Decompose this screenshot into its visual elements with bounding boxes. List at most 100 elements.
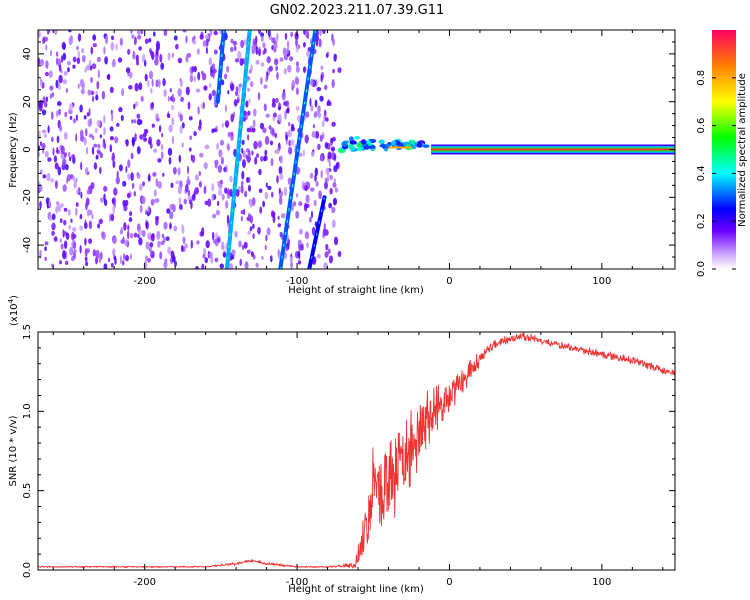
noise-speckle <box>309 216 312 223</box>
noise-speckle <box>63 131 68 140</box>
noise-speckle <box>136 113 141 119</box>
noise-speckle <box>220 156 224 165</box>
noise-speckle <box>315 78 318 88</box>
noise-speckle <box>264 191 268 200</box>
noise-speckle <box>315 131 320 139</box>
noise-speckle <box>203 248 207 255</box>
noise-speckle <box>170 182 174 189</box>
figure-title: GN02.2023.211.07.39.G11 <box>270 3 445 18</box>
noise-speckle <box>205 46 208 55</box>
noise-speckle <box>144 73 148 82</box>
noise-speckle <box>276 147 280 155</box>
snr-frame <box>37 331 676 571</box>
noise-speckle <box>235 189 240 197</box>
noise-speckle <box>283 186 288 196</box>
noise-speckle <box>104 35 109 45</box>
carrier-onset <box>378 139 386 145</box>
noise-speckle <box>57 166 61 176</box>
noise-speckle <box>144 38 149 45</box>
noise-speckle <box>210 256 214 264</box>
noise-speckle <box>110 41 115 51</box>
noise-speckle <box>130 172 134 182</box>
noise-speckle <box>129 211 133 217</box>
noise-speckle <box>318 38 322 48</box>
noise-speckle <box>305 194 310 204</box>
noise-speckle <box>69 115 73 120</box>
noise-speckle <box>167 52 171 61</box>
noise-speckle <box>323 262 328 269</box>
noise-speckle <box>86 112 90 117</box>
noise-speckle <box>330 146 336 152</box>
noise-speckle <box>85 146 89 155</box>
noise-speckle <box>52 147 55 156</box>
noise-speckle <box>277 250 281 259</box>
noise-speckle <box>324 84 328 90</box>
noise-speckle <box>301 180 304 190</box>
noise-speckle <box>239 258 242 266</box>
noise-speckle <box>272 128 275 137</box>
noise-speckle <box>72 241 77 250</box>
noise-speckle <box>212 231 215 241</box>
noise-speckle <box>191 194 196 201</box>
noise-speckle <box>274 132 278 139</box>
noise-speckle <box>286 40 290 50</box>
noise-speckle <box>230 113 234 123</box>
noise-speckle <box>252 233 255 240</box>
noise-speckle <box>240 210 245 215</box>
noise-speckle <box>48 70 53 78</box>
noise-speckle <box>93 143 98 148</box>
noise-speckle <box>264 135 270 145</box>
noise-speckle <box>282 47 287 56</box>
colorbar-tick-label: 0.2 <box>696 213 707 229</box>
noise-speckle <box>139 183 143 192</box>
noise-speckle <box>257 92 261 101</box>
noise-speckle <box>327 151 332 160</box>
snr-plot-area <box>38 332 675 569</box>
noise-speckle <box>85 261 89 267</box>
noise-speckle <box>135 54 139 63</box>
noise-speckle <box>62 52 67 61</box>
colorbar-tick-label: 0.0 <box>696 261 707 277</box>
noise-speckle <box>283 54 289 61</box>
noise-speckle <box>233 45 237 52</box>
streak-4-core <box>308 197 326 269</box>
noise-speckle <box>55 79 59 89</box>
noise-speckle <box>306 242 309 249</box>
noise-speckle <box>297 260 302 265</box>
noise-speckle <box>225 200 229 209</box>
noise-speckle <box>332 182 337 188</box>
noise-speckle <box>60 243 64 250</box>
noise-speckle <box>41 142 46 150</box>
noise-speckle <box>287 177 292 185</box>
noise-speckle <box>65 88 69 93</box>
noise-speckle <box>163 30 168 37</box>
spec-xtick-label: 100 <box>592 276 611 287</box>
noise-speckle <box>191 154 196 164</box>
noise-speckle <box>178 197 182 205</box>
noise-speckle <box>112 248 116 257</box>
noise-speckle <box>213 30 218 36</box>
noise-speckle <box>241 139 245 146</box>
noise-speckle <box>295 106 300 111</box>
noise-speckle <box>104 199 108 206</box>
noise-speckle <box>90 90 95 96</box>
colorbar-tick-label: 0.6 <box>696 118 707 134</box>
noise-speckle <box>161 132 164 138</box>
noise-speckle <box>166 208 171 214</box>
noise-speckle <box>90 182 95 190</box>
colorbar-tick-label: 0.4 <box>696 165 707 181</box>
noise-speckle <box>141 54 146 63</box>
noise-speckle <box>67 67 70 73</box>
noise-speckle <box>201 227 205 236</box>
noise-speckle <box>155 217 159 226</box>
streak-3-core <box>279 30 316 269</box>
noise-speckle <box>286 107 290 114</box>
noise-speckle <box>295 66 300 73</box>
spec-xtick-label: 0 <box>446 276 452 287</box>
noise-speckle <box>275 65 278 72</box>
snr-series-line <box>38 332 675 569</box>
noise-speckle <box>221 123 224 128</box>
noise-speckle <box>157 240 161 248</box>
noise-speckle <box>109 86 114 94</box>
noise-speckle <box>39 58 45 67</box>
